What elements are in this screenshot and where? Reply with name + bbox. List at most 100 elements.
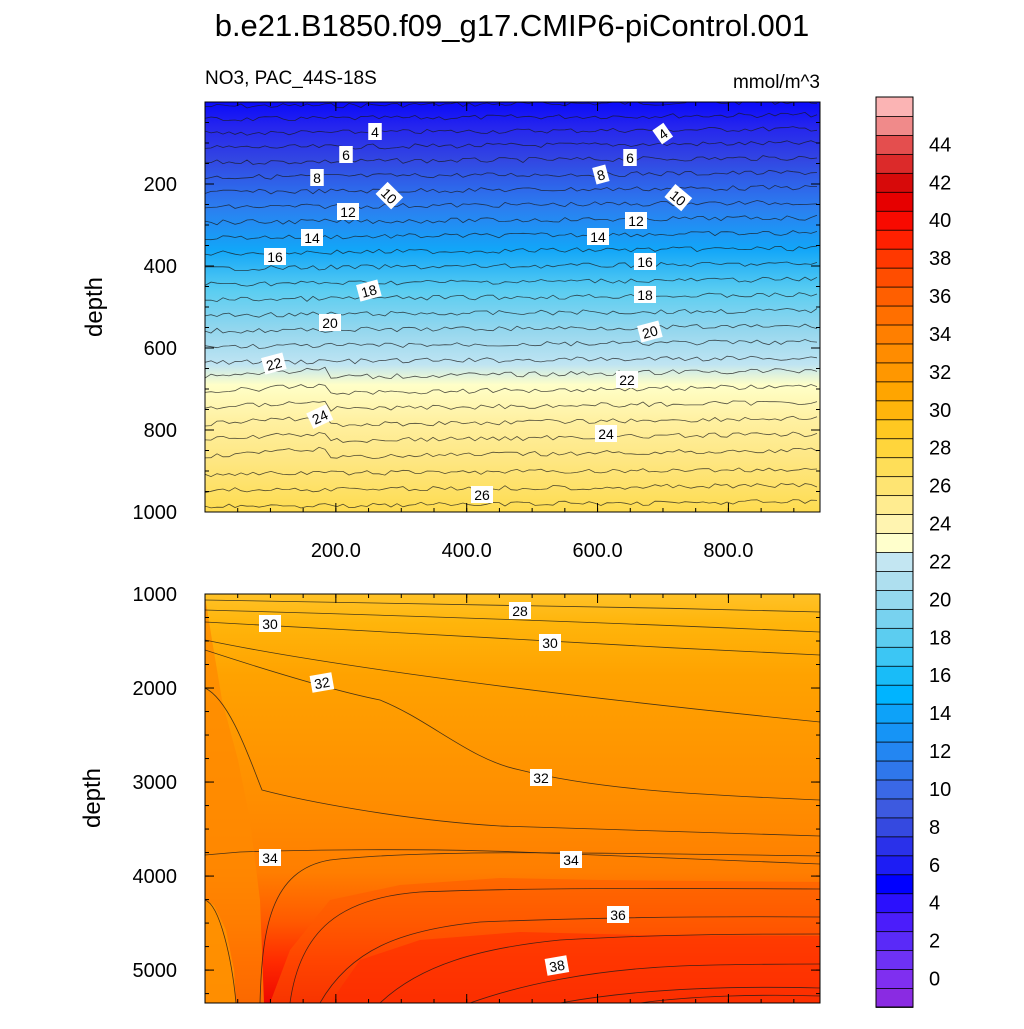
upper-contour-line	[205, 308, 818, 318]
svg-text:12: 12	[628, 213, 644, 229]
colorbar-swatch	[875, 362, 914, 383]
svg-text:24: 24	[598, 426, 614, 442]
colorbar-swatch	[875, 817, 914, 838]
colorbar-swatch	[875, 703, 914, 724]
upper-y-tick-label: 800	[144, 420, 177, 442]
lower-contour-line	[205, 849, 820, 865]
colorbar-swatch	[875, 96, 914, 117]
colorbar-swatch	[875, 646, 914, 667]
upper-contour-label: 6	[623, 149, 637, 166]
lower-contour-line	[559, 986, 820, 1003]
colorbar-swatch	[875, 380, 914, 402]
upper-contour-line	[205, 276, 818, 287]
upper-contour-line	[205, 446, 818, 459]
lower-contour-label: 38	[544, 955, 570, 976]
upper-contour-label: 24	[595, 425, 617, 442]
colorbar-swatch	[875, 532, 914, 553]
x-tick-label: 400.0	[442, 540, 492, 562]
upper-contour-line	[205, 366, 818, 380]
upper-contour-line	[205, 102, 818, 109]
colorbar-tick-label: 28	[929, 438, 951, 460]
lower-contour-line	[639, 994, 820, 1003]
upper-contour-label: 18	[356, 279, 382, 302]
colorbar-tick-label: 24	[929, 514, 951, 536]
svg-text:32: 32	[313, 674, 331, 692]
colorbar-swatch	[875, 589, 914, 610]
upper-contour-line	[205, 323, 818, 334]
svg-text:24: 24	[310, 406, 331, 427]
upper-contour-label: 22	[616, 371, 638, 388]
upper-contour-line	[205, 400, 818, 412]
upper-contour-line	[205, 155, 818, 165]
lower-contour-line	[205, 649, 820, 801]
upper-contour-label: 10	[664, 184, 693, 212]
lower-contour-label: 32	[309, 672, 335, 693]
colorbar-swatch	[875, 551, 914, 572]
lower-contour-line	[205, 899, 237, 1003]
upper-contour-line	[205, 483, 818, 493]
svg-text:38: 38	[548, 957, 566, 975]
upper-contour-line	[205, 431, 818, 443]
colorbar-swatch	[875, 741, 914, 762]
colorbar-swatch	[875, 608, 914, 629]
upper-panel: 4 6 8 10 12 14 16 18 20 22 24 26 4 6 8 10 12 14 16 18 20 22 24…	[81, 101, 821, 562]
upper-contour-line	[205, 140, 818, 150]
lower-contour-line	[379, 933, 820, 1003]
colorbar-tick-label: 36	[929, 286, 951, 308]
lower-y-tick-label: 2000	[133, 678, 178, 700]
lower-y-axis-label: depth	[79, 768, 106, 828]
upper-y-axis-label: depth	[81, 277, 108, 337]
upper-contour-label: 16	[634, 253, 656, 270]
svg-text:34: 34	[563, 852, 579, 868]
colorbar-swatch	[875, 513, 914, 534]
colorbar-swatch	[875, 987, 914, 1008]
svg-text:6: 6	[626, 150, 634, 166]
upper-contour-label: 12	[625, 212, 647, 229]
lower-contour-label: 36	[607, 906, 629, 923]
svg-text:4: 4	[371, 124, 379, 140]
colorbar-tick-label: 20	[929, 589, 951, 611]
upper-contour-label: 4	[368, 123, 382, 140]
colorbar-swatch	[875, 779, 914, 800]
colorbar-swatch	[875, 684, 914, 705]
colorbar-swatch	[875, 892, 914, 914]
colorbar-swatch	[875, 153, 914, 174]
colorbar-tick-label: 4	[929, 893, 940, 915]
svg-text:22: 22	[619, 372, 635, 388]
upper-contour-label: 14	[301, 229, 323, 246]
upper-contour-label: 16	[264, 248, 286, 265]
upper-contour-label: 8	[592, 164, 610, 185]
lower-contour-line	[469, 963, 820, 1003]
colorbar-tick-label: 32	[929, 362, 951, 384]
lower-contour-label: 32	[530, 769, 552, 786]
upper-contour-label: 20	[319, 314, 341, 331]
upper-contour-line	[205, 415, 818, 428]
colorbar-swatch	[875, 798, 914, 819]
lower-y-tick-label: 4000	[133, 866, 178, 888]
lower-contour-label: 30	[259, 615, 281, 632]
colorbar-swatch	[875, 949, 914, 970]
colorbar-swatch	[875, 418, 914, 440]
colorbar-swatch	[875, 665, 914, 686]
lower-contour-line	[205, 639, 820, 723]
colorbar-tick-label: 0	[929, 969, 940, 991]
colorbar-swatch	[875, 305, 914, 326]
colorbar-tick-label: 2	[929, 931, 940, 953]
upper-contour-line	[205, 261, 818, 272]
colorbar-tick-label: 18	[929, 627, 951, 649]
svg-text:16: 16	[267, 249, 283, 265]
svg-text:20: 20	[322, 315, 338, 331]
upper-contour-line	[205, 169, 818, 180]
colorbar-tick-label: 30	[929, 400, 951, 422]
svg-text:12: 12	[340, 204, 356, 220]
colorbar-tick-label: 26	[929, 476, 951, 498]
upper-contour-line	[205, 111, 818, 122]
colorbar-swatch	[875, 210, 914, 231]
colorbar-tick-label: 16	[929, 665, 951, 687]
colorbar-swatch	[875, 911, 914, 933]
colorbar-swatch	[875, 115, 914, 136]
svg-text:28: 28	[512, 603, 528, 619]
svg-text:8: 8	[313, 170, 321, 186]
colorbar-tick-label: 22	[929, 551, 951, 573]
